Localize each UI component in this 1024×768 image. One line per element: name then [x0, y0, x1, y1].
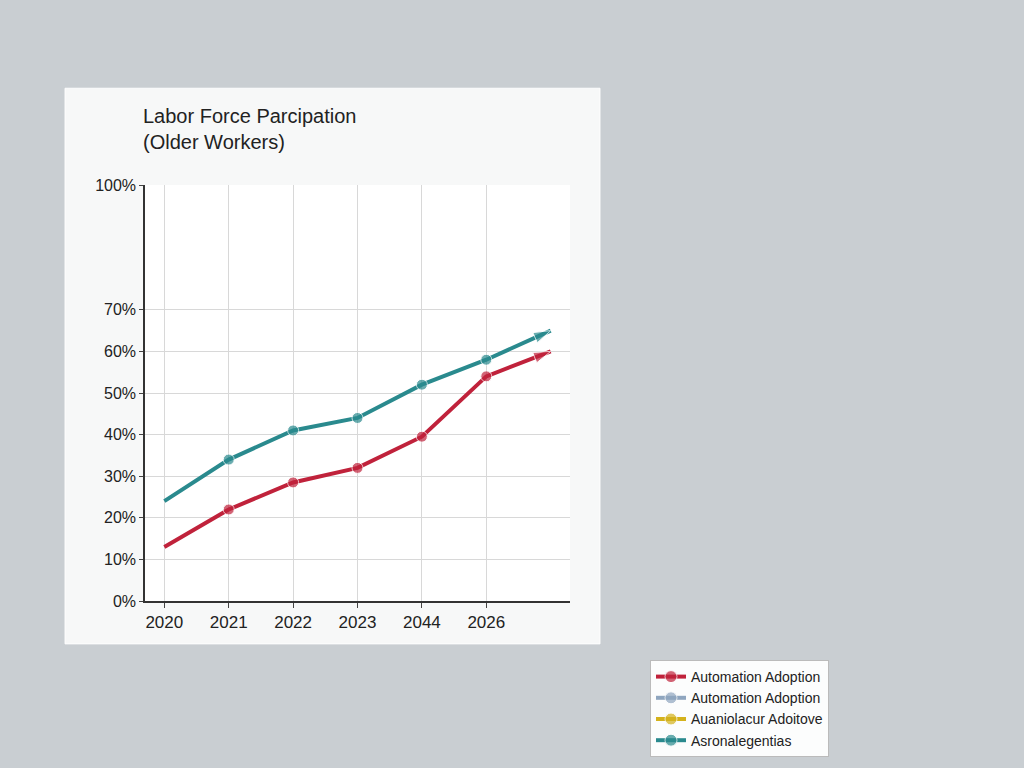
- svg-text:100%: 100%: [95, 177, 136, 194]
- svg-text:2021: 2021: [210, 613, 248, 632]
- svg-text:Asronalegentias: Asronalegentias: [691, 733, 791, 749]
- svg-text:10%: 10%: [104, 551, 136, 568]
- svg-text:Automation Adoption: Automation Adoption: [691, 690, 820, 706]
- svg-text:30%: 30%: [104, 468, 136, 485]
- svg-text:60%: 60%: [104, 343, 136, 360]
- svg-text:20%: 20%: [104, 509, 136, 526]
- svg-text:40%: 40%: [104, 426, 136, 443]
- svg-text:2026: 2026: [467, 613, 505, 632]
- svg-text:2020: 2020: [145, 613, 183, 632]
- svg-text:Labor Force Parcipation(Older: Labor Force Parcipation(Older Workers): [143, 105, 356, 153]
- svg-text:0%: 0%: [113, 593, 136, 610]
- svg-text:Auaniolacur Adoitove: Auaniolacur Adoitove: [691, 711, 823, 727]
- svg-text:Automation Adoption: Automation Adoption: [691, 669, 820, 685]
- svg-text:2044: 2044: [403, 613, 441, 632]
- svg-text:2023: 2023: [339, 613, 377, 632]
- svg-text:50%: 50%: [104, 385, 136, 402]
- svg-text:2022: 2022: [274, 613, 312, 632]
- svg-text:70%: 70%: [104, 301, 136, 318]
